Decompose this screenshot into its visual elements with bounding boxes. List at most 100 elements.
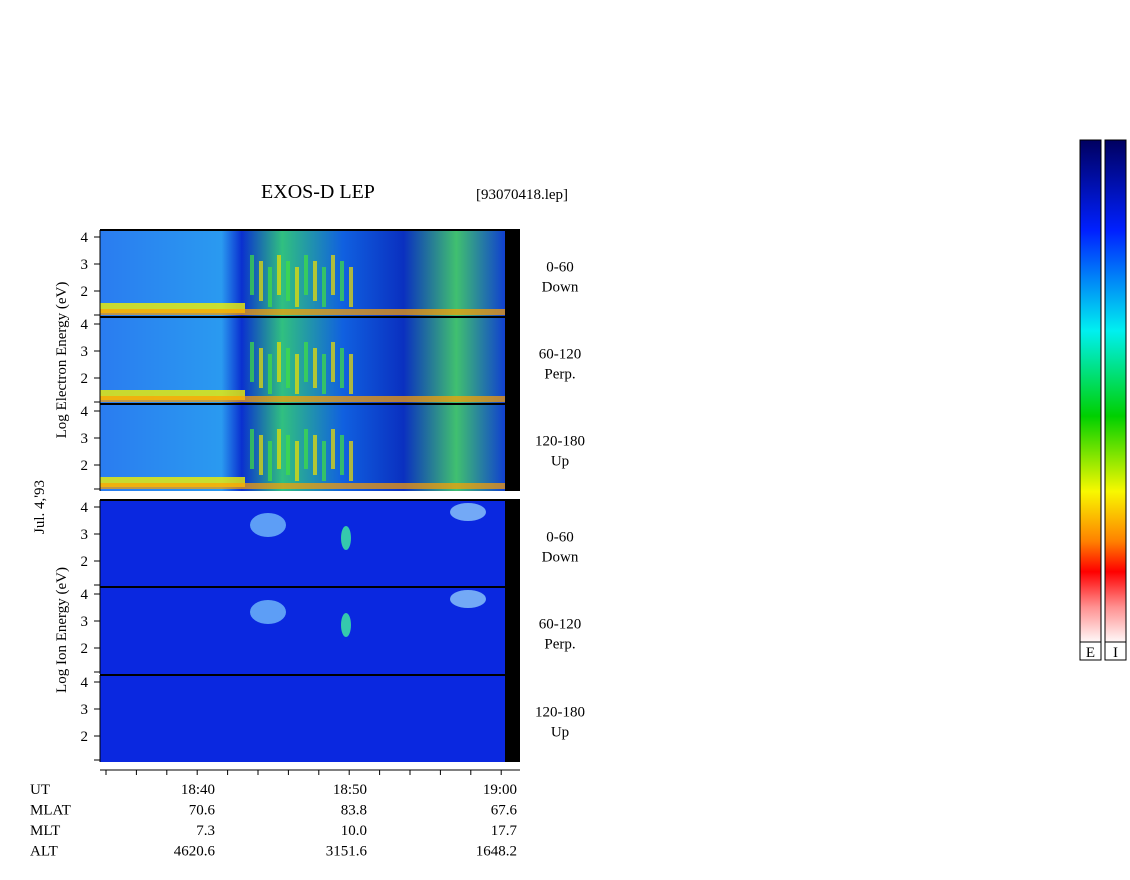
ion-beam xyxy=(250,600,286,624)
data-gap xyxy=(505,587,520,674)
colorbar xyxy=(1104,139,1127,643)
pitch-range: 120-180 xyxy=(535,434,585,450)
colorbar-label: I xyxy=(1113,645,1118,661)
row-value: 83.8 xyxy=(341,803,367,819)
burst xyxy=(340,261,344,301)
burst xyxy=(295,354,299,394)
burst xyxy=(286,348,290,388)
pitch-range: 60-120 xyxy=(539,617,582,633)
burst xyxy=(286,261,290,301)
direction: Perp. xyxy=(544,367,575,383)
colorbar-label-box xyxy=(1104,641,1127,661)
colorbar xyxy=(1079,139,1102,643)
y-tick-label: 3 xyxy=(81,614,89,630)
burst xyxy=(277,255,281,295)
burst xyxy=(304,255,308,295)
burst xyxy=(286,435,290,475)
burst xyxy=(250,255,254,295)
file-name: [93070418.lep] xyxy=(476,187,568,203)
row-value: 1648.2 xyxy=(476,844,517,860)
data-gap xyxy=(505,675,520,762)
y-tick-label: 4 xyxy=(81,317,89,333)
ion-beam xyxy=(341,613,351,637)
y-tick-label: 3 xyxy=(81,344,89,360)
burst xyxy=(331,429,335,469)
burst xyxy=(259,261,263,301)
y-tick-label: 3 xyxy=(81,702,89,718)
burst xyxy=(349,441,353,481)
row-label: ALT xyxy=(30,844,58,860)
burst xyxy=(313,348,317,388)
burst xyxy=(295,267,299,307)
direction: Down xyxy=(542,280,579,296)
ephemeris: UT MLAT MLT ALT 18:40 70.6 7.3 4620.6 18:50 83.8 1… xyxy=(30,782,518,860)
burst xyxy=(268,354,272,394)
burst xyxy=(313,261,317,301)
date: Jul. 4,'93 xyxy=(32,480,48,534)
burst xyxy=(331,342,335,382)
axis-label: Log Electron Energy (eV) xyxy=(54,282,70,439)
pitch-range: 0-60 xyxy=(546,530,574,546)
burst xyxy=(259,435,263,475)
y-tick-label: 2 xyxy=(81,641,89,657)
direction: Up xyxy=(551,725,569,741)
row-value: 17.7 xyxy=(491,823,518,839)
burst xyxy=(259,348,263,388)
burst xyxy=(340,435,344,475)
low-energy-band xyxy=(100,309,505,315)
ion-beam xyxy=(450,503,486,521)
data-gap xyxy=(505,404,520,491)
y-tick-label: 4 xyxy=(81,230,89,246)
y-tick-label: 4 xyxy=(81,587,89,603)
burst xyxy=(268,441,272,481)
colorbar-label-box xyxy=(1079,641,1102,661)
burst xyxy=(268,267,272,307)
row-value: 18:50 xyxy=(333,782,367,798)
low-energy-band xyxy=(100,477,245,487)
axis-label: Log Ion Energy (eV) xyxy=(54,567,70,693)
burst xyxy=(277,342,281,382)
panel-background xyxy=(100,404,505,491)
y-tick-label: 2 xyxy=(81,554,89,570)
burst xyxy=(304,342,308,382)
y-tick-label: 3 xyxy=(81,431,89,447)
row-label: UT xyxy=(30,782,50,798)
title: EXOS-D LEP xyxy=(261,181,375,203)
burst xyxy=(313,435,317,475)
row-value: 4620.6 xyxy=(174,844,216,860)
data-gap xyxy=(505,230,520,317)
pitch-range: 120-180 xyxy=(535,705,585,721)
burst xyxy=(250,429,254,469)
row-label: MLAT xyxy=(30,803,71,819)
row-value: 18:40 xyxy=(181,782,215,798)
burst xyxy=(331,255,335,295)
y-tick-label: 2 xyxy=(81,371,89,387)
ion-beam xyxy=(250,513,286,537)
direction: Perp. xyxy=(544,637,575,653)
y-tick-label: 2 xyxy=(81,458,89,474)
burst xyxy=(304,429,308,469)
row-value: 67.6 xyxy=(491,803,518,819)
ion-beam xyxy=(341,526,351,550)
panel-background xyxy=(100,587,505,674)
burst xyxy=(250,342,254,382)
y-tick-label: 3 xyxy=(81,257,89,273)
pitch-range: 0-60 xyxy=(546,260,574,276)
burst xyxy=(277,429,281,469)
burst xyxy=(322,441,326,481)
panel-background xyxy=(100,317,505,404)
y-tick-label: 3 xyxy=(81,527,89,543)
low-energy-band xyxy=(100,390,245,400)
y-tick-label: 4 xyxy=(81,675,89,691)
low-energy-band xyxy=(100,483,505,489)
y-tick-label: 2 xyxy=(81,729,89,745)
direction: Up xyxy=(551,454,569,470)
row-value: 70.6 xyxy=(189,803,216,819)
row-value: 3151.6 xyxy=(326,844,368,860)
burst xyxy=(340,348,344,388)
spectrogram: 4 3 2 0-60 Down 4 3 2 60-120 Perp. 4 3 2 120-180 Up 4 3 2… xyxy=(81,229,585,762)
data-gap xyxy=(505,317,520,404)
burst xyxy=(349,267,353,307)
